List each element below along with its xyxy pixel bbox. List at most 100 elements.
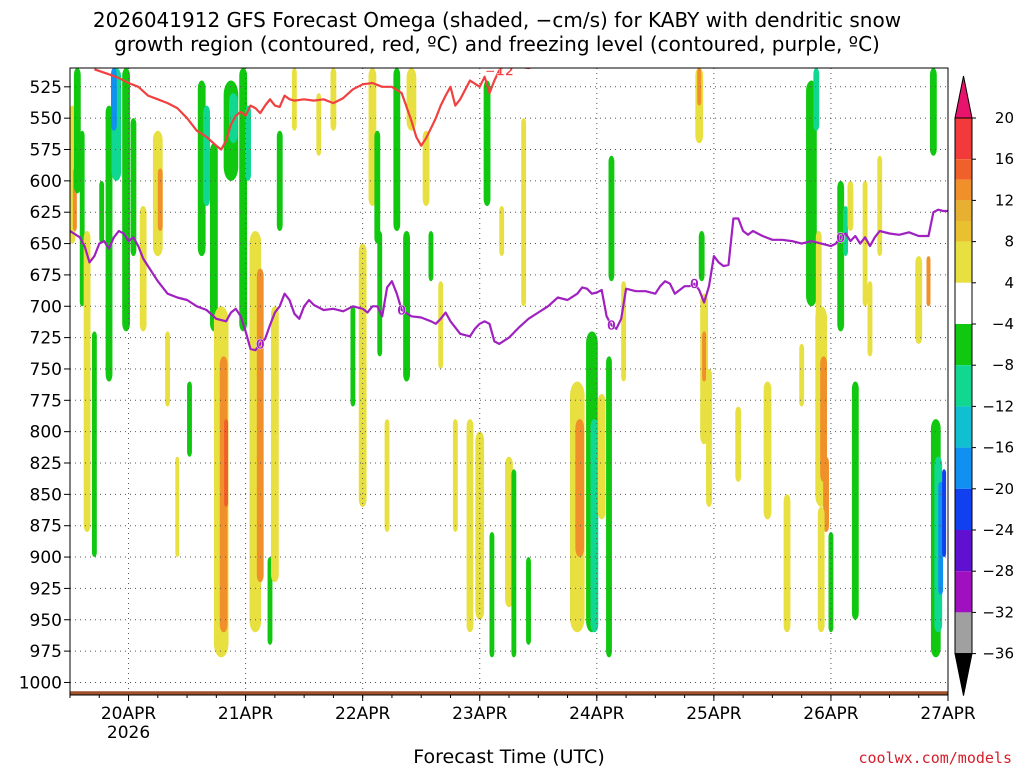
- dendritic-growth-line: [94, 68, 533, 151]
- omega-shade-cell: [489, 531, 495, 658]
- omega-shade-cell: [813, 68, 820, 131]
- y-tick-label: 725: [30, 329, 62, 349]
- y-tick-label: 775: [30, 391, 62, 411]
- y-tick-label: 650: [30, 235, 62, 255]
- omega-shade-cell: [783, 494, 791, 633]
- colorbar-label: 20: [995, 109, 1014, 127]
- colorbar-label: −28: [982, 562, 1014, 580]
- colorbar-label: 8: [1004, 233, 1014, 251]
- y-tick-label: 875: [30, 517, 62, 537]
- omega-shade-cell: [823, 456, 829, 532]
- omega-shade-cell: [867, 281, 873, 357]
- terrain-layer: [70, 691, 948, 695]
- y-tick-label: 925: [30, 579, 62, 599]
- omega-shade-cell: [105, 105, 113, 382]
- chart-title-line-1: 2026041912 GFS Forecast Omega (shaded, −…: [93, 8, 901, 32]
- y-tick-label: 975: [30, 642, 62, 662]
- omega-shade-cell: [828, 531, 834, 633]
- colorbar-segment: [955, 118, 972, 160]
- omega-shade-cell: [256, 268, 264, 583]
- omega-shade-cell: [73, 68, 81, 194]
- omega-shade-cell: [270, 306, 279, 583]
- colorbar-segment: [955, 159, 972, 180]
- colorbar-segment: [955, 530, 972, 572]
- y-tick-label: 900: [30, 548, 62, 568]
- omega-shade-cell: [452, 419, 458, 532]
- omega-shade-cell: [79, 130, 85, 307]
- freezing-level-line: [70, 208, 948, 352]
- omega-shade-cell: [938, 481, 944, 595]
- omega-shade-cell: [175, 456, 180, 558]
- x-tick-label: 20APR: [101, 704, 157, 724]
- omega-shade-cell: [926, 256, 931, 307]
- omega-shade-cell: [209, 143, 218, 332]
- colorbar-segment: [955, 200, 972, 221]
- x-tick-label: 26APR: [803, 704, 859, 724]
- omega-shading-layer: [70, 68, 947, 658]
- y-tick-label: 600: [30, 172, 62, 192]
- omega-shade-cell: [139, 205, 147, 332]
- colorbar-label: −4: [992, 315, 1014, 333]
- contour-label: 0: [607, 319, 616, 334]
- contour-label: 0: [690, 278, 699, 293]
- colorbar-label: 16: [995, 150, 1014, 168]
- x-tick-sublabel: 2026: [107, 723, 150, 743]
- y-tick-label: 950: [30, 611, 62, 631]
- y-tick-label: 575: [30, 141, 62, 161]
- omega-shade-cell: [929, 68, 937, 156]
- y-tick-label: 750: [30, 360, 62, 380]
- colorbar-label: −24: [982, 521, 1014, 539]
- plot-area: 0 0 0 0 0 −12 525 550 575 600 625 650 675 700 725 750 7…: [19, 67, 976, 743]
- colorbar-segment: [955, 447, 972, 489]
- chart-title-line-2: growth region (contoured, red, ºC) and f…: [114, 32, 880, 56]
- colorbar-label: 12: [995, 191, 1014, 209]
- omega-shade-cell: [483, 80, 491, 206]
- colorbar-segment: [955, 571, 972, 613]
- colorbar-label: −32: [982, 603, 1014, 621]
- contour-label: 0: [836, 231, 845, 246]
- omega-shade-cell: [942, 469, 947, 558]
- colorbar-label: −20: [982, 480, 1014, 498]
- source-credit: coolwx.com/models: [858, 749, 1012, 767]
- colorbar-label: −16: [982, 439, 1014, 457]
- omega-shade-cell: [438, 281, 444, 369]
- y-tick-label: 550: [30, 109, 62, 129]
- omega-shade-cell: [267, 557, 273, 645]
- colorbar-top-arrow: [954, 75, 973, 119]
- colorbar-segment: [955, 324, 972, 366]
- omega-shade-cell: [384, 419, 390, 532]
- omega-shade-cell: [130, 118, 137, 257]
- omega-shade-cell: [165, 331, 170, 407]
- y-tick-label: 700: [30, 297, 62, 317]
- contour-series-layer: 0 0 0 0 0 −12: [70, 68, 948, 353]
- omega-shade-cell: [475, 431, 485, 620]
- omega-shade-cell: [393, 68, 401, 232]
- colorbar-segment: [955, 221, 972, 242]
- omega-shade-cell: [511, 469, 517, 658]
- y-tick-label: 675: [30, 266, 62, 286]
- omega-shade-cell: [526, 557, 531, 645]
- colorbar-segment: [955, 612, 972, 654]
- omega-shade-cell: [763, 381, 772, 520]
- omega-shade-cell: [377, 231, 383, 357]
- omega-shade-cell: [224, 419, 229, 507]
- omega-shade-cell: [403, 231, 410, 382]
- omega-shade-cell: [843, 205, 849, 257]
- omega-shade-cell: [291, 68, 297, 131]
- y-axis-ticks: 525 550 575 600 625 650 675 700 725 750 775 800 825 8…: [19, 78, 70, 693]
- y-tick-label: 800: [30, 423, 62, 443]
- y-tick-label: 825: [30, 454, 62, 474]
- contour-label: 0: [397, 304, 406, 319]
- omega-shade-cell: [608, 155, 615, 282]
- x-axis-title: Forecast Time (UTC): [413, 746, 604, 768]
- colorbar-segment: [955, 179, 972, 201]
- x-tick-label: 24APR: [569, 704, 625, 724]
- colorbar-label: −12: [982, 397, 1014, 415]
- omega-shade-cell: [820, 356, 828, 482]
- omega-shade-cell: [316, 93, 322, 156]
- omega-shade-cell: [276, 130, 283, 232]
- y-tick-label: 525: [30, 78, 62, 98]
- omega-shade-cell: [521, 118, 527, 307]
- omega-shade-cell: [374, 130, 381, 244]
